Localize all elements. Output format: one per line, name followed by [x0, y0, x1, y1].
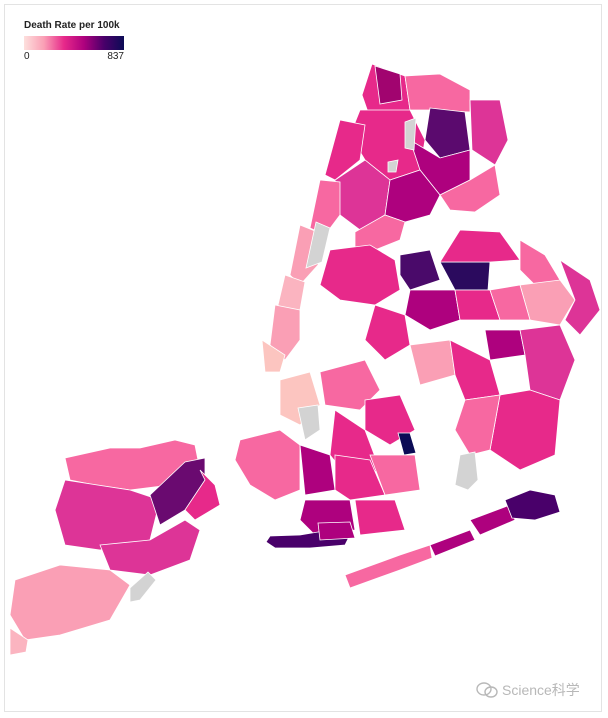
color-legend: Death Rate per 100k 0 837: [24, 20, 134, 62]
region-queens-3[interactable]: [439, 261, 491, 291]
region-manhattan-1[interactable]: [324, 119, 366, 181]
region-rockaway-1[interactable]: [344, 544, 433, 589]
region-si-7[interactable]: [9, 627, 29, 656]
watermark-text: Science科学: [502, 682, 580, 698]
region-si-4[interactable]: [184, 469, 221, 521]
region-brooklyn-nodata[interactable]: [297, 404, 321, 441]
region-queens-4[interactable]: [439, 229, 521, 263]
region-brooklyn-11[interactable]: [354, 499, 406, 536]
region-jfk-nodata[interactable]: [454, 451, 479, 491]
region-brooklyn-4[interactable]: [397, 432, 417, 456]
staten-island: [9, 439, 221, 656]
region-bronx-2[interactable]: [374, 65, 403, 105]
legend-gradient-bar: [24, 36, 124, 50]
region-queens-8[interactable]: [404, 289, 461, 331]
rockaway: [344, 451, 561, 589]
region-bronx-4[interactable]: [424, 107, 471, 159]
region-manhattan-6[interactable]: [261, 339, 286, 373]
region-si-5[interactable]: [99, 519, 201, 576]
legend-labels: 0 837: [24, 51, 124, 62]
region-rockaway-4[interactable]: [504, 489, 561, 521]
region-bronx-nodata-2[interactable]: [387, 159, 399, 173]
region-brooklyn-8[interactable]: [334, 454, 386, 501]
region-queens-15[interactable]: [519, 324, 576, 401]
region-queens-17[interactable]: [454, 394, 501, 456]
region-manhattan-nodata[interactable]: [305, 221, 331, 269]
region-queens-12[interactable]: [364, 304, 411, 361]
region-bronx-5[interactable]: [469, 99, 509, 166]
bronx: [334, 63, 509, 251]
chat-bubble-icon: [476, 682, 498, 698]
legend-min-label: 0: [24, 51, 30, 62]
region-queens-2[interactable]: [399, 249, 441, 291]
map-frame: [4, 4, 602, 712]
region-si-2[interactable]: [54, 479, 161, 551]
region-queens-1[interactable]: [319, 244, 401, 306]
region-bronx-8[interactable]: [439, 164, 501, 213]
region-bronx-3[interactable]: [404, 73, 471, 113]
region-brooklyn-13[interactable]: [317, 521, 356, 541]
region-rockaway-2[interactable]: [429, 529, 476, 557]
region-bronx-nodata[interactable]: [404, 117, 417, 151]
region-rockaway-3[interactable]: [469, 504, 516, 536]
region-brooklyn-6[interactable]: [234, 429, 301, 501]
legend-max-label: 837: [107, 51, 124, 62]
queens: [319, 229, 601, 471]
region-si-6[interactable]: [9, 564, 131, 641]
region-queens-7[interactable]: [559, 258, 601, 336]
region-si-nodata[interactable]: [129, 571, 157, 603]
region-queens-11[interactable]: [484, 329, 526, 361]
region-brooklyn-9[interactable]: [369, 454, 421, 496]
legend-title: Death Rate per 100k: [24, 20, 120, 31]
brooklyn: [234, 359, 421, 549]
region-brooklyn-7[interactable]: [299, 444, 336, 496]
region-manhattan-2[interactable]: [309, 179, 341, 236]
region-manhattan-5[interactable]: [269, 304, 301, 361]
manhattan: [261, 119, 366, 373]
region-queens-10[interactable]: [489, 284, 531, 321]
region-queens-16[interactable]: [489, 389, 561, 471]
region-queens-13[interactable]: [409, 339, 456, 386]
watermark: Science科学: [476, 680, 580, 700]
